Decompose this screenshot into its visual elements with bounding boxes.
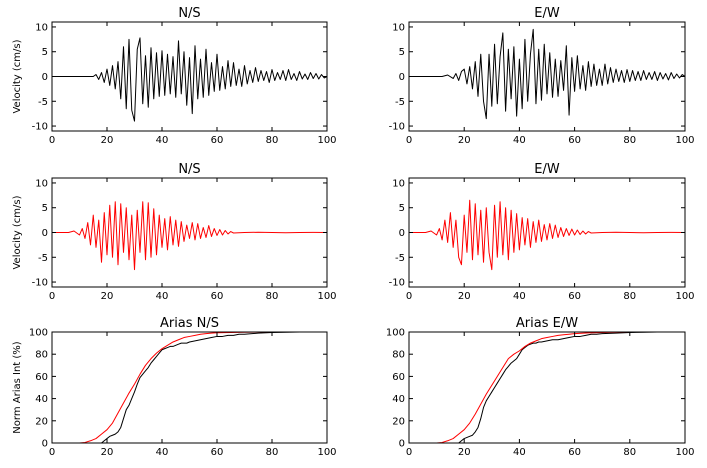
x-tick-label: 0: [406, 135, 412, 146]
y-tick-label: -10: [32, 122, 48, 133]
y-tick-label: 40: [392, 394, 405, 405]
y-tick-label: -5: [38, 253, 48, 264]
series-line-1: [52, 332, 327, 443]
y-axis-label: Velocity (cm/s): [12, 195, 23, 269]
x-tick-label: 100: [675, 291, 694, 302]
y-tick-label: 100: [386, 328, 405, 339]
y-tick-label: 5: [399, 203, 405, 214]
y-tick-label: 5: [42, 47, 48, 58]
x-tick-label: 0: [49, 135, 55, 146]
y-tick-label: 80: [392, 350, 405, 361]
y-tick-label: 20: [392, 416, 405, 427]
series-line-1: [409, 28, 685, 120]
x-tick-label: 0: [406, 291, 412, 302]
y-tick-label: 0: [399, 439, 405, 450]
chart-panel-1: 0 20 40 60 80 100 -10 -5 0 5 10 N/S Velocity (cm/s): [12, 6, 337, 146]
y-tick-label: -5: [395, 97, 405, 108]
y-tick-label: 20: [35, 416, 48, 427]
y-tick-label: 60: [392, 372, 405, 383]
x-tick-label: 80: [266, 135, 279, 146]
x-tick-label: 80: [266, 291, 279, 302]
series-line-1: [409, 332, 685, 443]
y-tick-label: 100: [29, 328, 48, 339]
chart-title: N/S: [178, 6, 200, 21]
x-tick-label: 20: [458, 447, 471, 458]
x-tick-label: 20: [458, 135, 471, 146]
plot-frame: [408, 331, 686, 444]
chart-panel-3: 0 20 40 60 80 100 -10 -5 0 5 10 N/S Velocity (cm/s): [12, 162, 337, 302]
x-tick-label: 60: [211, 447, 224, 458]
y-tick-label: 0: [42, 72, 48, 83]
series-line-2: [409, 332, 685, 443]
y-tick-label: 10: [392, 178, 405, 189]
x-tick-label: 0: [49, 291, 55, 302]
y-axis-label: Norm Arias Int (%): [12, 341, 23, 433]
x-tick-label: 40: [156, 447, 169, 458]
y-tick-label: 0: [399, 72, 405, 83]
series-line-1: [52, 201, 327, 271]
chart-title: E/W: [534, 6, 560, 21]
x-tick-label: 60: [211, 291, 224, 302]
chart-title: Arias N/S: [160, 316, 219, 331]
x-tick-label: 40: [156, 291, 169, 302]
x-tick-label: 40: [513, 447, 526, 458]
x-tick-label: 20: [101, 447, 114, 458]
x-tick-label: 100: [317, 447, 336, 458]
y-tick-label: 10: [35, 178, 48, 189]
y-tick-label: -5: [395, 253, 405, 264]
chart-panel-2: 0 20 40 60 80 100 -10 -5 0 5 10 E/W: [389, 6, 695, 146]
x-tick-label: 60: [211, 135, 224, 146]
y-axis-label: Velocity (cm/s): [12, 39, 23, 113]
y-tick-label: 5: [399, 47, 405, 58]
chart-panel-6: 0 20 40 60 80 100 0 20 40 60 80 100 Arias E/W: [386, 316, 695, 458]
x-tick-label: 100: [317, 291, 336, 302]
x-tick-label: 100: [317, 135, 336, 146]
x-tick-label: 40: [156, 135, 169, 146]
x-tick-label: 60: [568, 447, 581, 458]
plot-frame: [51, 331, 328, 444]
chart-panel-4: 0 20 40 60 80 100 -10 -5 0 5 10 E/W: [389, 162, 695, 302]
chart-title: Arias E/W: [516, 316, 578, 331]
x-tick-label: 20: [101, 135, 114, 146]
y-tick-label: -10: [389, 278, 405, 289]
y-tick-label: 60: [35, 372, 48, 383]
x-tick-label: 0: [49, 447, 55, 458]
y-tick-label: 0: [42, 439, 48, 450]
x-tick-label: 80: [623, 135, 636, 146]
series-line-1: [409, 199, 685, 271]
y-tick-label: 10: [392, 22, 405, 33]
x-tick-label: 60: [568, 135, 581, 146]
series-line-2: [52, 332, 327, 443]
x-tick-label: 100: [675, 447, 694, 458]
y-tick-label: 40: [35, 394, 48, 405]
x-tick-label: 80: [266, 447, 279, 458]
x-tick-label: 60: [568, 291, 581, 302]
x-tick-label: 40: [513, 291, 526, 302]
y-tick-label: 10: [35, 22, 48, 33]
y-tick-label: 80: [35, 350, 48, 361]
x-tick-label: 80: [623, 447, 636, 458]
x-tick-label: 20: [101, 291, 114, 302]
y-tick-label: -10: [32, 278, 48, 289]
y-tick-label: -10: [389, 122, 405, 133]
x-tick-label: 100: [675, 135, 694, 146]
y-tick-label: 5: [42, 203, 48, 214]
chart-title: N/S: [178, 162, 200, 177]
x-tick-label: 20: [458, 291, 471, 302]
y-tick-label: 0: [399, 228, 405, 239]
x-tick-label: 40: [513, 135, 526, 146]
chart-title: E/W: [534, 162, 560, 177]
x-tick-label: 80: [623, 291, 636, 302]
y-tick-label: 0: [42, 228, 48, 239]
x-tick-label: 0: [406, 447, 412, 458]
series-line-1: [52, 37, 327, 122]
y-tick-label: -5: [38, 97, 48, 108]
chart-panel-5: 0 20 40 60 80 100 0 20 40 60 80 100 Arias N/S Norm Ar…: [12, 316, 337, 458]
